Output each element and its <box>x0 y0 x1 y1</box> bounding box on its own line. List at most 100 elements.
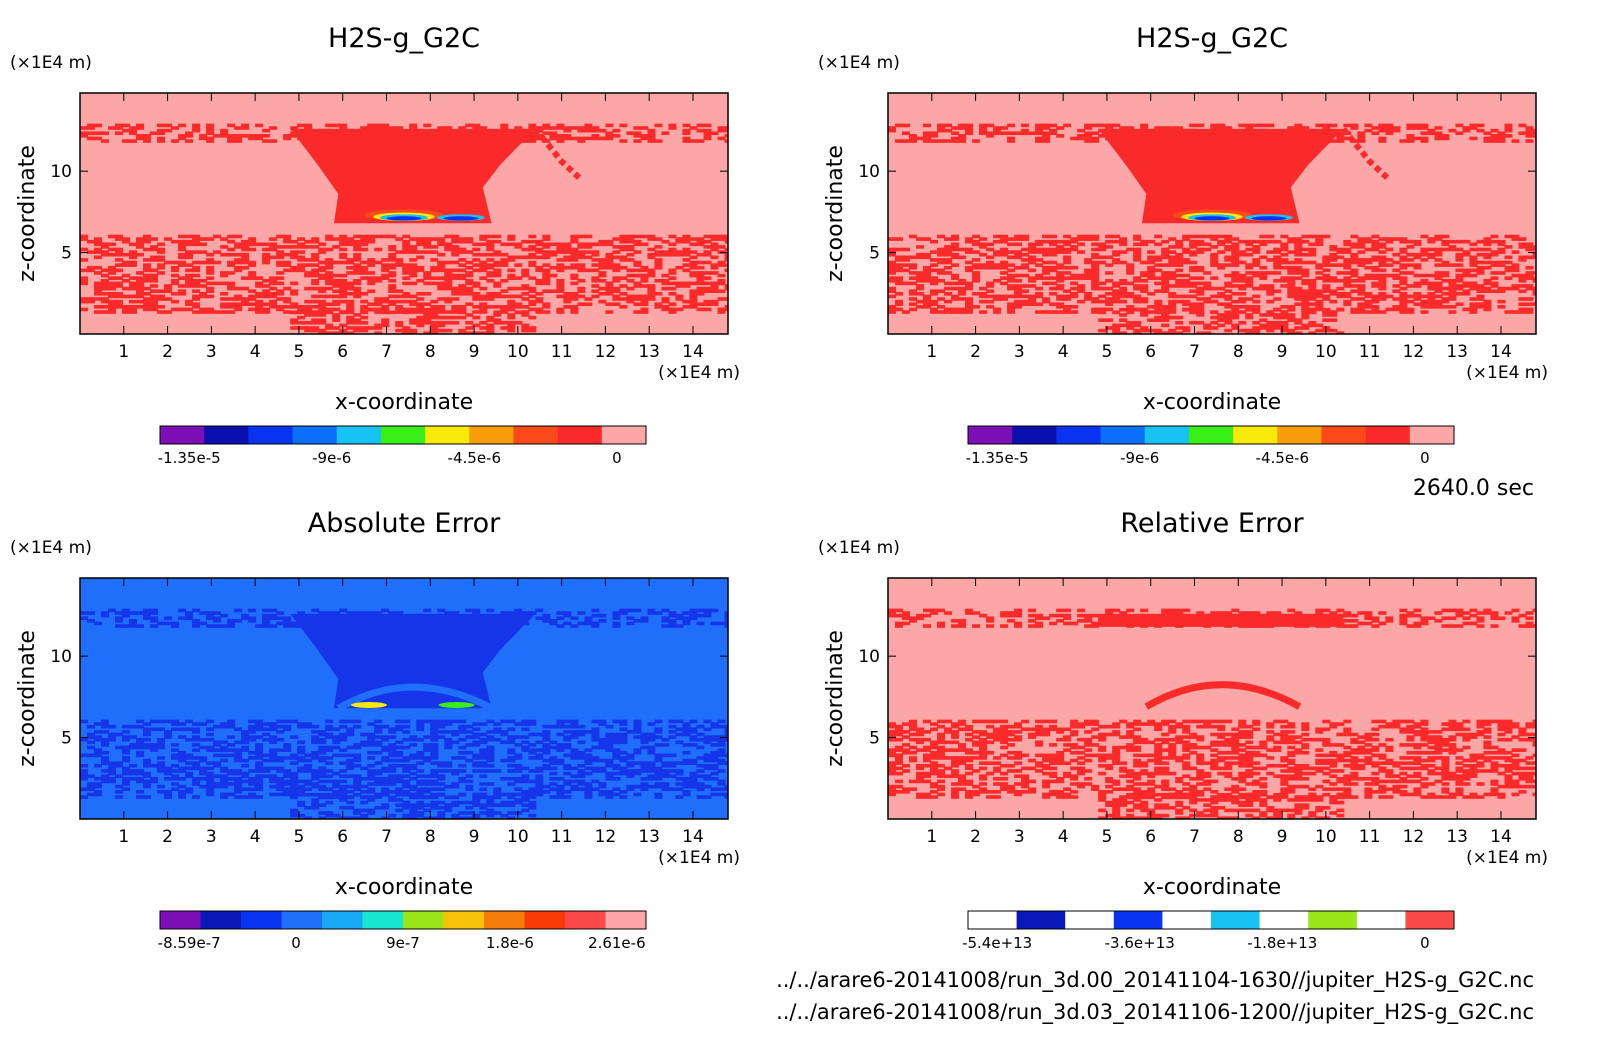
colorbar-swatch <box>1233 426 1278 444</box>
x-tick-label: 14 <box>1490 827 1512 847</box>
x-tick-label: 6 <box>1145 342 1156 362</box>
y-unit-label: (×1E4 m) <box>10 53 92 73</box>
colorbar-tick-label: -9e-6 <box>312 449 351 467</box>
x-tick-label: 8 <box>1233 827 1244 847</box>
colorbar-swatch <box>1357 911 1406 929</box>
x-tick-label: 2 <box>162 342 173 362</box>
x-unit-label: (×1E4 m) <box>1466 363 1548 383</box>
colorbar-swatch <box>322 911 363 929</box>
x-tick-label: 10 <box>507 827 529 847</box>
colorbar-swatch <box>1211 911 1260 929</box>
heatmap-field <box>80 93 733 335</box>
y-axis-label: z-coordinate <box>15 630 40 767</box>
x-axis-label: x-coordinate <box>335 390 473 415</box>
x-tick-label: 5 <box>1102 342 1113 362</box>
x-tick-label: 9 <box>1277 342 1288 362</box>
y-unit-label: (×1E4 m) <box>818 53 900 73</box>
x-tick-label: 4 <box>250 827 261 847</box>
y-tick-label: 10 <box>50 647 72 667</box>
colorbar-swatch <box>293 426 338 444</box>
x-tick-label: 8 <box>425 827 436 847</box>
x-tick-label: 2 <box>162 827 173 847</box>
colorbar-swatch <box>363 911 404 929</box>
x-tick-label: 4 <box>1058 827 1069 847</box>
x-tick-label: 1 <box>118 827 129 847</box>
chart-title: H2S-g_G2C <box>328 23 480 54</box>
x-tick-label: 7 <box>381 342 392 362</box>
hotspot <box>386 216 421 220</box>
hotspot <box>439 702 475 708</box>
x-tick-label: 1 <box>118 342 129 362</box>
x-tick-label: 9 <box>1277 827 1288 847</box>
heatmap-field <box>888 93 1541 335</box>
x-tick-label: 1 <box>926 342 937 362</box>
x-tick-label: 13 <box>638 827 660 847</box>
colorbar-swatch <box>1065 911 1114 929</box>
chart-title: Absolute Error <box>308 508 501 539</box>
y-tick-label: 5 <box>869 244 880 264</box>
colorbar-swatch <box>1410 426 1455 444</box>
x-tick-label: 5 <box>294 827 305 847</box>
y-tick-label: 10 <box>858 647 880 667</box>
x-tick-label: 10 <box>1315 342 1337 362</box>
colorbar-tick-label: 1.8e-6 <box>486 934 534 952</box>
hotspot <box>1251 216 1286 220</box>
colorbar-swatch <box>1012 426 1057 444</box>
heatmap-field <box>80 578 733 820</box>
colorbar-swatch <box>606 911 647 929</box>
x-tick-label: 3 <box>1014 827 1025 847</box>
colorbar-swatch <box>160 426 205 444</box>
colorbar-tick-label: -4.5e-6 <box>448 449 501 467</box>
colorbar-tick-label: -1.35e-5 <box>158 449 221 467</box>
chart-panel-2: H2S-g_G2C(×1E4 m)(×1E4 m)x-coordinatez-c… <box>818 23 1548 467</box>
colorbar-swatch <box>968 911 1017 929</box>
colorbar-swatch <box>565 911 606 929</box>
x-tick-label: 11 <box>1359 342 1381 362</box>
y-axis-label: z-coordinate <box>823 145 848 282</box>
x-tick-label: 10 <box>507 342 529 362</box>
colorbar-swatch <box>1277 426 1322 444</box>
x-tick-label: 3 <box>206 342 217 362</box>
colorbar-tick-label: -3.6e+13 <box>1105 934 1175 952</box>
x-unit-label: (×1E4 m) <box>658 848 740 868</box>
colorbar-swatch <box>248 426 293 444</box>
x-tick-label: 11 <box>1359 827 1381 847</box>
file-path-2: ../../arare6-20141008/run_3d.03_20141106… <box>776 1000 1534 1025</box>
y-tick-label: 10 <box>858 162 880 182</box>
colorbar-tick-label: 0 <box>1420 449 1430 467</box>
colorbar-swatch <box>558 426 603 444</box>
colorbar-swatch <box>201 911 242 929</box>
y-tick-label: 5 <box>869 729 880 749</box>
x-tick-label: 12 <box>1403 342 1425 362</box>
y-tick-label: 10 <box>50 162 72 182</box>
chart-panel-1: H2S-g_G2C(×1E4 m)(×1E4 m)x-coordinatez-c… <box>10 23 740 467</box>
x-tick-label: 11 <box>551 827 573 847</box>
colorbar-tick-label: -5.4e+13 <box>962 934 1032 952</box>
x-axis-label: x-coordinate <box>335 875 473 900</box>
x-tick-label: 12 <box>595 827 617 847</box>
x-tick-label: 14 <box>682 827 704 847</box>
y-tick-label: 5 <box>61 729 72 749</box>
x-axis-label: x-coordinate <box>1143 390 1281 415</box>
x-tick-label: 11 <box>551 342 573 362</box>
x-tick-label: 6 <box>337 342 348 362</box>
x-tick-label: 14 <box>1490 342 1512 362</box>
colorbar-swatch <box>602 426 647 444</box>
colorbar-swatch <box>1308 911 1357 929</box>
x-tick-label: 8 <box>425 342 436 362</box>
x-tick-label: 2 <box>970 342 981 362</box>
colorbar-swatch <box>469 426 514 444</box>
x-tick-label: 13 <box>1446 827 1468 847</box>
hotspot <box>443 216 478 220</box>
x-tick-label: 3 <box>1014 342 1025 362</box>
x-tick-label: 6 <box>337 827 348 847</box>
colorbar-swatch <box>1114 911 1163 929</box>
time-label: 2640.0 sec <box>1413 476 1534 501</box>
colorbar-tick-label: 0 <box>612 449 622 467</box>
x-unit-label: (×1E4 m) <box>658 363 740 383</box>
colorbar-swatch <box>1366 426 1411 444</box>
x-unit-label: (×1E4 m) <box>1466 848 1548 868</box>
